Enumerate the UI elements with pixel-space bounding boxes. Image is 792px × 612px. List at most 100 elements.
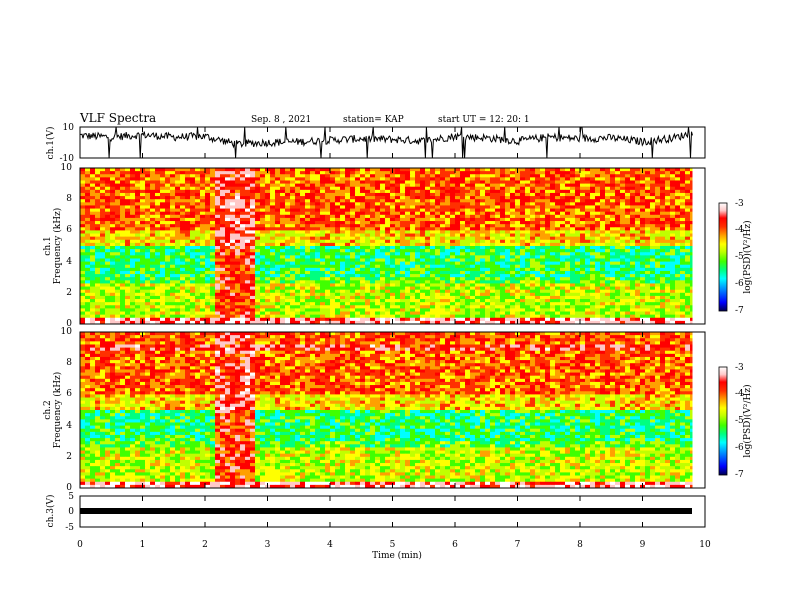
spectrogram-cell (545, 242, 551, 247)
start-time-label: start UT = 12: 20: 1 (438, 115, 530, 125)
spectrogram-cell (285, 199, 291, 203)
spectrogram-cell (485, 168, 491, 172)
spectrogram-cell (315, 283, 321, 287)
spectrogram-cell (330, 177, 336, 181)
spectrogram-cell (380, 217, 386, 222)
spectrogram-cell (585, 189, 591, 194)
spectrogram-cell (175, 255, 181, 259)
spectrogram-cell (135, 224, 141, 228)
spectrogram-cell (145, 255, 151, 259)
spectrogram-cell (205, 192, 211, 197)
spectrogram-cell (255, 202, 261, 206)
spectrogram-cell (505, 252, 511, 256)
spectrogram-cell (265, 217, 271, 222)
spectrogram-cell (225, 292, 231, 297)
spectrogram-cell (425, 242, 431, 247)
spectrogram-cell (585, 258, 591, 262)
spectrogram-cell (520, 192, 526, 197)
spectrogram-cell (535, 199, 541, 203)
spectrogram-cell (540, 180, 546, 184)
spectrogram-cell (520, 202, 526, 206)
spectrogram-cell (245, 189, 251, 194)
spectrogram-cell (525, 183, 531, 188)
spectrogram-cell (535, 267, 541, 272)
spectrogram-cell (260, 211, 266, 216)
spectrogram-cell (270, 180, 276, 184)
spectrogram-cell (315, 177, 321, 181)
spectrogram-cell (640, 180, 646, 184)
spectrogram-cell (495, 221, 501, 225)
spectrogram-cell (520, 189, 526, 194)
spectrogram-cell (395, 246, 401, 250)
spectrogram-cell (565, 277, 571, 281)
spectrogram-cell (150, 292, 156, 297)
spectrogram-cell (670, 249, 676, 253)
spectrogram-cell (450, 214, 456, 219)
spectrogram-cell (300, 196, 306, 200)
spectrogram-cell (570, 267, 576, 272)
spectrogram-cell (575, 239, 581, 244)
spectrogram-cell (160, 233, 166, 238)
spectrogram-cell (445, 211, 451, 216)
spectrogram-cell (410, 180, 416, 184)
spectrogram-cell (105, 224, 111, 228)
spectrogram-cell (605, 224, 611, 228)
spectrogram-cell (305, 211, 311, 216)
spectrogram-cell (260, 258, 266, 262)
spectrogram-cell (180, 183, 186, 188)
spectrogram-cell (230, 289, 236, 294)
spectrogram-cell (105, 252, 111, 256)
spectrogram-cell (325, 289, 331, 294)
spectrogram-cell (225, 236, 231, 241)
spectrogram-cell (160, 258, 166, 262)
spectrogram-cell (100, 174, 106, 178)
spectrogram-cell (310, 177, 316, 181)
spectrogram-cell (570, 214, 576, 219)
spectrogram-cell (345, 258, 351, 262)
spectrogram-cell (610, 183, 616, 188)
spectrogram-cell (280, 239, 286, 244)
spectrogram-cell (640, 236, 646, 241)
spectrogram-cell (365, 180, 371, 184)
spectrogram-cell (275, 261, 281, 266)
spectrogram-cell (210, 233, 216, 238)
spectrogram-cell (510, 252, 516, 256)
spectrogram-cell (100, 224, 106, 228)
spectrogram-cell (370, 242, 376, 247)
spectrogram-cell (255, 224, 261, 228)
spectrogram-cell (470, 239, 476, 244)
spectrogram-cell (380, 205, 386, 209)
spectrogram-cell (605, 277, 611, 281)
spectrogram-cell (165, 171, 171, 175)
spectrogram-cell (230, 192, 236, 197)
spectrogram-cell (575, 280, 581, 284)
spectrogram-cell (515, 242, 521, 247)
spectrogram-cell (430, 196, 436, 200)
spectrogram-cell (105, 183, 111, 188)
spectrogram-cell (230, 186, 236, 191)
spectrogram-cell (445, 168, 451, 172)
spectrogram-cell (240, 246, 246, 250)
spectrogram-cell (640, 283, 646, 287)
spectrogram-cell (590, 202, 596, 206)
spectrogram-cell (220, 236, 226, 241)
spectrogram-cell (505, 174, 511, 178)
spectrogram-cell (575, 180, 581, 184)
spectrogram-cell (430, 283, 436, 287)
spectrogram-cell (135, 277, 141, 281)
spectrogram-cell (275, 274, 281, 278)
spectrogram-cell (345, 289, 351, 294)
spectrogram-cell (580, 246, 586, 250)
spectrogram-cell (600, 208, 606, 213)
spectrogram-cell (560, 214, 566, 219)
spectrogram-cell (400, 214, 406, 219)
spectrogram-cell (445, 205, 451, 209)
spectrogram-cell (460, 214, 466, 219)
spectrogram-cell (410, 280, 416, 284)
spectrogram-cell (375, 242, 381, 247)
spectrogram-cell (115, 292, 121, 297)
spectrogram-cell (440, 168, 446, 172)
spectrogram-cell (355, 208, 361, 213)
spectrogram-cell (335, 270, 341, 275)
spectrogram-cell (265, 202, 271, 206)
